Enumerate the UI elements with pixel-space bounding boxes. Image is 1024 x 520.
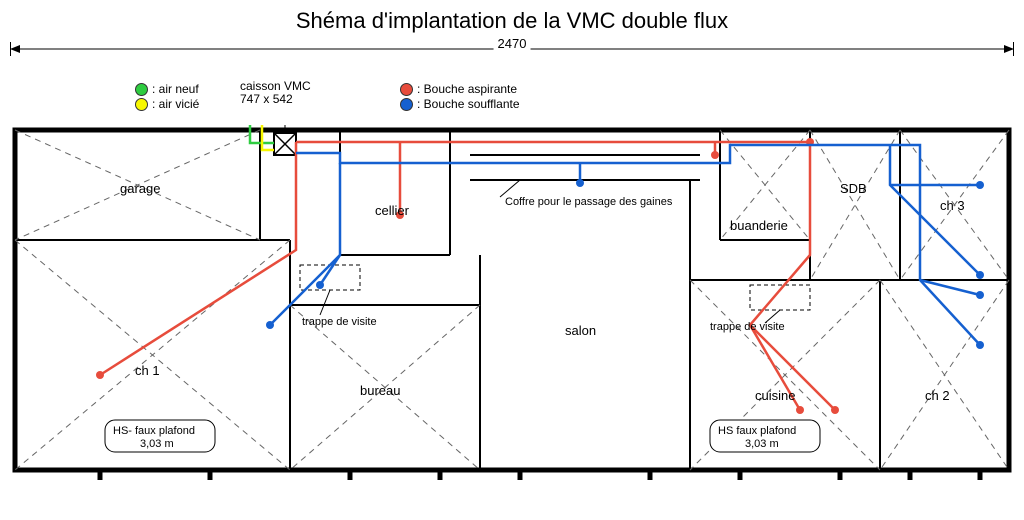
label-trappe-1: trappe de visite: [302, 316, 377, 328]
legend-air-vicie: : air vicié: [135, 97, 199, 111]
label-buanderie: buanderie: [730, 218, 788, 233]
page-title: Shéma d'implantation de la VMC double fl…: [0, 0, 1024, 34]
dot-icon: [135, 83, 148, 96]
caisson-label: caisson VMC 747 x 542: [240, 80, 311, 106]
legend-bouche-aspirante: : Bouche aspirante: [400, 82, 517, 96]
caisson-line2: 747 x 542: [240, 93, 311, 106]
legend-label: : air vicié: [152, 97, 199, 111]
legend-label: : Bouche aspirante: [417, 82, 517, 96]
legend-label: : air neuf: [152, 82, 199, 96]
dot-icon: [400, 83, 413, 96]
label-trappe-2: trappe de visite: [710, 321, 785, 333]
dot-icon: [135, 98, 148, 111]
label-cuisine: cuisine: [755, 388, 795, 403]
legend-air-neuf: : air neuf: [135, 82, 199, 96]
label-coffre: Coffre pour le passage des gaines: [505, 196, 673, 208]
label-ch3: ch 3: [940, 198, 965, 213]
legend-bouche-soufflante: : Bouche soufflante: [400, 97, 520, 111]
label-hs1: HS- faux plafond: [113, 425, 195, 437]
label-hs-h1: 3,03 m: [140, 438, 174, 450]
dimension-label: 2470: [494, 36, 531, 51]
label-garage: garage: [120, 181, 160, 196]
label-cellier: cellier: [375, 203, 410, 218]
label-ch1: ch 1: [135, 363, 160, 378]
label-hs-h2: 3,03 m: [745, 438, 779, 450]
legend-label: : Bouche soufflante: [417, 97, 520, 111]
label-hs2: HS faux plafond: [718, 425, 796, 437]
label-sdb: SDB: [840, 181, 867, 196]
label-bureau: bureau: [360, 383, 400, 398]
dot-icon: [400, 98, 413, 111]
label-ch2: ch 2: [925, 388, 950, 403]
label-salon: salon: [565, 323, 596, 338]
floor-plan: garage cellier salon bureau cuisine buan…: [10, 125, 1014, 505]
